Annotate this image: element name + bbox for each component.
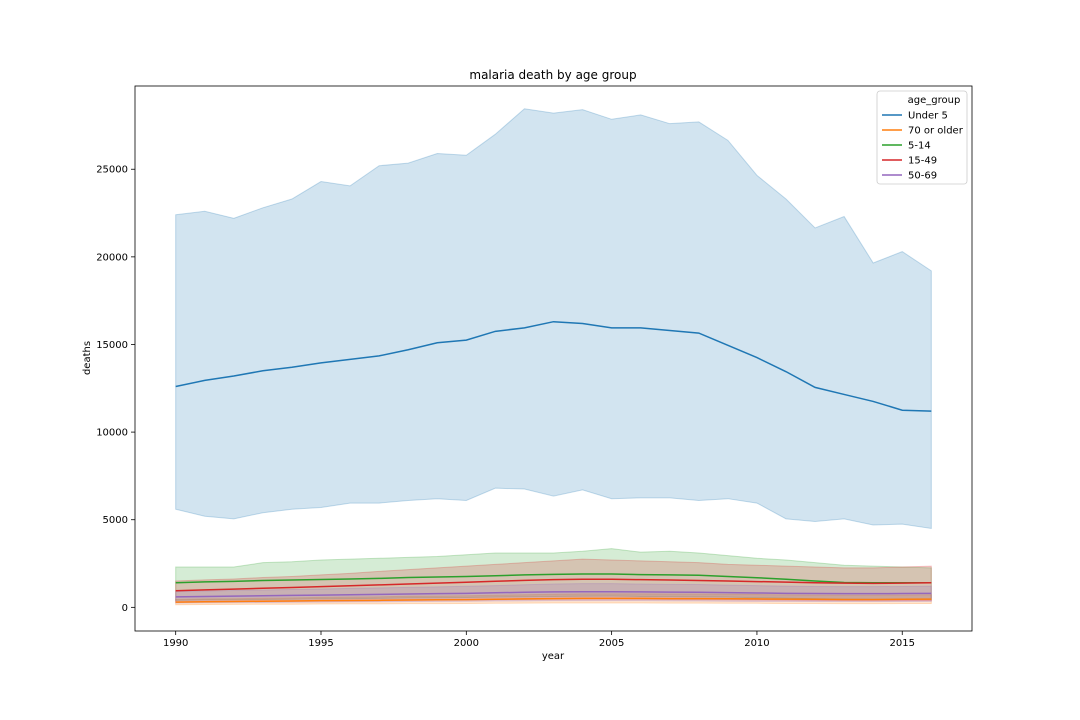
series-lines — [175, 320, 932, 603]
x-tick-label-2010: 2010 — [744, 638, 769, 649]
legend-label-5-14: 5-14 — [908, 141, 931, 152]
series-line-70-or-older — [175, 597, 932, 603]
legend-title: age_group — [908, 95, 961, 106]
x-tick-label-2015: 2015 — [890, 638, 915, 649]
y-tick-label-10000: 10000 — [96, 428, 128, 439]
y-axis: 0 5000 10000 15000 20000 25000 — [96, 165, 135, 614]
legend-label-15-49: 15-49 — [908, 156, 937, 167]
chart-title: malaria death by age group — [469, 68, 636, 82]
legend-label-70-or-older: 70 or older — [908, 126, 964, 137]
plot-area — [134, 85, 973, 632]
y-tick-label-15000: 15000 — [96, 340, 128, 351]
y-tick-label-0: 0 — [122, 603, 128, 614]
ci-band-under-5 — [175, 108, 932, 530]
legend-label-under-5: Under 5 — [908, 111, 948, 122]
y-tick-label-5000: 5000 — [103, 515, 128, 526]
y-axis-label: deaths — [82, 341, 93, 375]
series-line-15-49 — [175, 578, 932, 592]
series-line-5-14 — [175, 573, 932, 584]
x-tick-label-2005: 2005 — [599, 638, 624, 649]
confidence-bands — [175, 108, 932, 606]
x-axis: 1990 1995 2000 2005 2010 2015 — [163, 631, 915, 649]
legend-label-50-69: 50-69 — [908, 171, 937, 182]
x-axis-label: year — [542, 651, 565, 662]
x-tick-label-1995: 1995 — [308, 638, 333, 649]
series-line-under-5 — [175, 320, 932, 412]
x-tick-label-1990: 1990 — [163, 638, 188, 649]
y-tick-label-25000: 25000 — [96, 165, 128, 176]
legend: age_group Under 5 70 or older 5-14 15-49 50-… — [876, 90, 968, 185]
x-tick-label-2000: 2000 — [454, 638, 479, 649]
y-tick-label-20000: 20000 — [96, 252, 128, 263]
series-line-50-69 — [175, 591, 932, 598]
